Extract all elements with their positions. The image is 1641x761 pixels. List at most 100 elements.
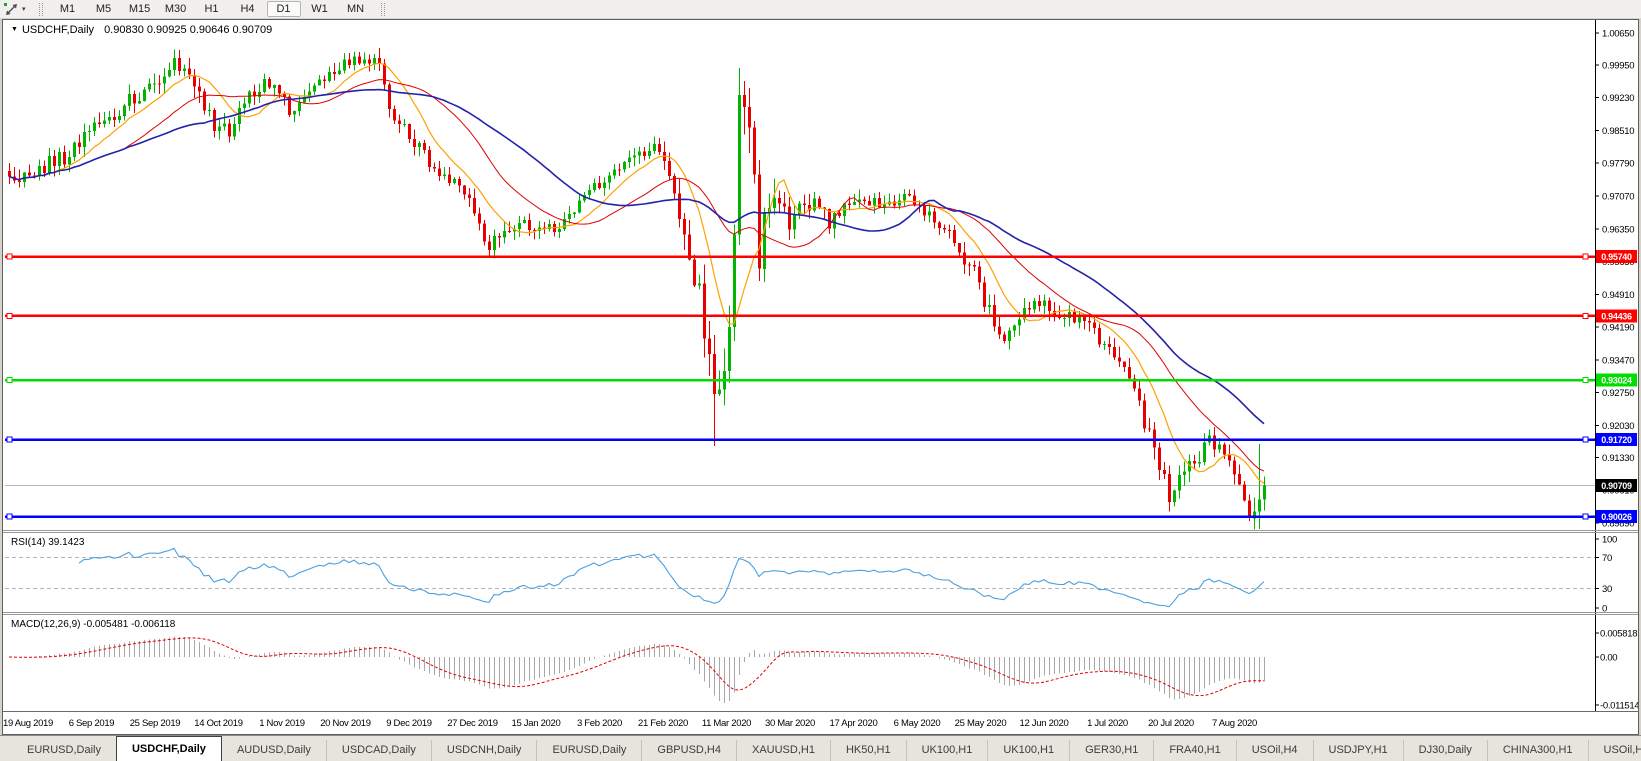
tool-dropdown-caret-icon[interactable]: ▾ bbox=[22, 6, 26, 13]
chart-canvas[interactable]: 1.00650 0.99950 0.99230 0.98510 0.97790 0.970… bbox=[3, 20, 1640, 732]
hline-handle[interactable] bbox=[6, 312, 13, 319]
price-tag-0.90026 bbox=[1596, 510, 1637, 524]
chart-tab-ger30-h1[interactable]: GER30,H1 bbox=[1070, 740, 1155, 761]
price-tick-label: 0.94910 bbox=[1602, 290, 1634, 301]
timeframe-button-w1[interactable]: W1 bbox=[311, 3, 328, 15]
price-tag-0.91720-text: 0.91720 bbox=[1601, 435, 1632, 445]
hline-handle[interactable] bbox=[1582, 312, 1589, 319]
chart-tab-usoil-h1[interactable]: USOil,H1 bbox=[1589, 740, 1641, 761]
date-label: 27 Dec 2019 bbox=[447, 718, 498, 729]
current-price-tag bbox=[1596, 479, 1637, 493]
chart-tab-bar: EURUSD,Daily USDCHF,Daily AUDUSD,Daily USDC… bbox=[0, 735, 1641, 761]
price-tick-label: 0.96350 bbox=[1602, 224, 1634, 235]
price-tick-label: 0.92750 bbox=[1602, 388, 1634, 399]
chart-tab-gbpusd-h4[interactable]: GBPUSD,H4 bbox=[642, 740, 737, 761]
timeframe-button-m30[interactable]: M30 bbox=[164, 3, 187, 15]
hline-handle[interactable] bbox=[6, 253, 13, 260]
chart-symbol-label: USDCHF,Daily bbox=[21, 24, 95, 36]
rsi-tick-label: 70 bbox=[1602, 553, 1612, 564]
price-tick-label: 0.97790 bbox=[1602, 159, 1634, 170]
chart-tab-xauusd-h1[interactable]: XAUUSD,H1 bbox=[737, 740, 831, 761]
timeframe-button-m5[interactable]: M5 bbox=[95, 3, 112, 15]
rsi-line bbox=[78, 547, 1265, 608]
price-tag-0.93024 bbox=[1596, 373, 1637, 387]
date-label: 7 Aug 2020 bbox=[1212, 718, 1257, 729]
date-label: 17 Apr 2020 bbox=[830, 718, 878, 729]
price-tick-label: 0.97070 bbox=[1602, 192, 1634, 203]
hline-handle[interactable] bbox=[1582, 513, 1589, 520]
hline-handle[interactable] bbox=[6, 436, 13, 443]
price-tick-label: 0.94190 bbox=[1602, 323, 1634, 334]
price-tick-label: 0.93470 bbox=[1602, 355, 1634, 366]
crosshair-draw-tool-icon[interactable] bbox=[3, 2, 20, 17]
hline-handle[interactable] bbox=[1582, 377, 1589, 384]
date-label: 9 Dec 2019 bbox=[386, 718, 432, 729]
chart-ohlc-values: 0.90830 0.90925 0.90646 0.90709 bbox=[104, 24, 273, 36]
chart-canvas-holder: 1.00650 0.99950 0.99230 0.98510 0.97790 0.970… bbox=[3, 20, 1640, 737]
ma-fast-line bbox=[8, 62, 1265, 484]
timeframe-button-mn[interactable]: MN bbox=[346, 3, 365, 15]
price-tick-label: 1.00650 bbox=[1602, 29, 1634, 40]
date-label: 20 Jul 2020 bbox=[1148, 718, 1194, 729]
date-label: 6 Sep 2019 bbox=[69, 718, 115, 729]
macd-signal-line bbox=[8, 637, 1264, 697]
chart-tab-uk100-h1[interactable]: UK100,H1 bbox=[907, 740, 989, 761]
date-label: 6 May 2020 bbox=[894, 718, 941, 729]
price-tag-0.94436-text: 0.94436 bbox=[1601, 311, 1632, 321]
hline-handle[interactable] bbox=[6, 513, 13, 520]
timeframe-button-m1[interactable]: M1 bbox=[59, 3, 76, 15]
timeframe-button-h4[interactable]: H4 bbox=[240, 3, 255, 15]
macd-tick-label: 0.005818 bbox=[1600, 628, 1637, 639]
chart-tab-hk50-h1[interactable]: HK50,H1 bbox=[831, 740, 907, 761]
tool-group: ▾ bbox=[0, 2, 31, 17]
candlestick-series bbox=[8, 47, 1266, 530]
chart-tab-usdchf-daily[interactable]: USDCHF,Daily bbox=[115, 736, 222, 761]
date-label: 25 Sep 2019 bbox=[130, 718, 181, 729]
timeframe-button-h1[interactable]: H1 bbox=[204, 3, 219, 15]
chart-tab-eurusd-daily[interactable]: EURUSD,Daily bbox=[537, 740, 643, 761]
macd-histogram bbox=[14, 636, 1265, 704]
timeframe-button-d1[interactable]: D1 bbox=[266, 1, 301, 17]
rsi-tick-label: 100 bbox=[1602, 535, 1617, 546]
price-tag-0.90026-text: 0.90026 bbox=[1601, 512, 1632, 522]
price-tick-label: 0.98510 bbox=[1602, 126, 1634, 137]
date-label: 3 Feb 2020 bbox=[577, 718, 622, 729]
chart-tab-usdcad-daily[interactable]: USDCAD,Daily bbox=[327, 740, 432, 761]
chart-tab-china300-h1[interactable]: CHINA300,H1 bbox=[1488, 740, 1589, 761]
chart-tab-usdcnh-daily[interactable]: USDCNH,Daily bbox=[432, 740, 538, 761]
date-label: 30 Mar 2020 bbox=[765, 718, 815, 729]
date-label: 20 Nov 2019 bbox=[320, 718, 371, 729]
chart-menu-caret-icon[interactable]: ▼ bbox=[11, 26, 18, 33]
chart-tab-uk100-h1[interactable]: UK100,H1 bbox=[988, 740, 1071, 761]
date-label: 11 Mar 2020 bbox=[702, 718, 751, 729]
timeframe-button-m15[interactable]: M15 bbox=[128, 3, 151, 15]
chart-window: 1.00650 0.99950 0.99230 0.98510 0.97790 0.970… bbox=[2, 19, 1640, 737]
toolbar-grip[interactable] bbox=[38, 2, 43, 16]
hline-handle[interactable] bbox=[1582, 436, 1589, 443]
date-label: 21 Feb 2020 bbox=[638, 718, 688, 729]
date-label: 19 Aug 2019 bbox=[3, 718, 53, 729]
chart-tab-eurusd-daily[interactable]: EURUSD,Daily bbox=[12, 740, 117, 761]
toolbar-grip[interactable] bbox=[380, 2, 385, 16]
chart-tab-usdjpy-h1[interactable]: USDJPY,H1 bbox=[1314, 740, 1404, 761]
chart-tab-audusd-daily[interactable]: AUDUSD,Daily bbox=[222, 740, 327, 761]
rsi-tick-label: 30 bbox=[1602, 584, 1612, 595]
price-tag-0.93024-text: 0.93024 bbox=[1601, 376, 1632, 386]
date-label: 14 Oct 2019 bbox=[194, 718, 242, 729]
macd-tick-label: -0.011514 bbox=[1600, 700, 1638, 711]
price-tick-label: 0.99950 bbox=[1602, 60, 1634, 71]
price-tick-label: 0.89890 bbox=[1602, 518, 1634, 529]
chart-tab-fra40-h1[interactable]: FRA40,H1 bbox=[1154, 740, 1237, 761]
chart-tab-usoil-h4[interactable]: USOil,H4 bbox=[1237, 740, 1314, 761]
chart-tab-dj30-daily[interactable]: DJ30,Daily bbox=[1404, 740, 1488, 761]
ma-mid-line bbox=[8, 79, 1265, 472]
date-label: 15 Jan 2020 bbox=[512, 718, 561, 729]
timeframe-toolbar: M1 M5 M15 M30 H1 H4 D1 W1 MN bbox=[51, 1, 373, 17]
hline-handle[interactable] bbox=[6, 377, 13, 384]
date-label: 1 Jul 2020 bbox=[1087, 718, 1128, 729]
top-toolbar: ▾ M1 M5 M15 M30 H1 H4 D1 W1 MN bbox=[0, 0, 1641, 19]
hline-handle[interactable] bbox=[1582, 253, 1589, 260]
date-label: 1 Nov 2019 bbox=[259, 718, 305, 729]
price-tick-label: 0.92030 bbox=[1602, 421, 1634, 432]
price-tag-0.95740 bbox=[1596, 250, 1637, 264]
